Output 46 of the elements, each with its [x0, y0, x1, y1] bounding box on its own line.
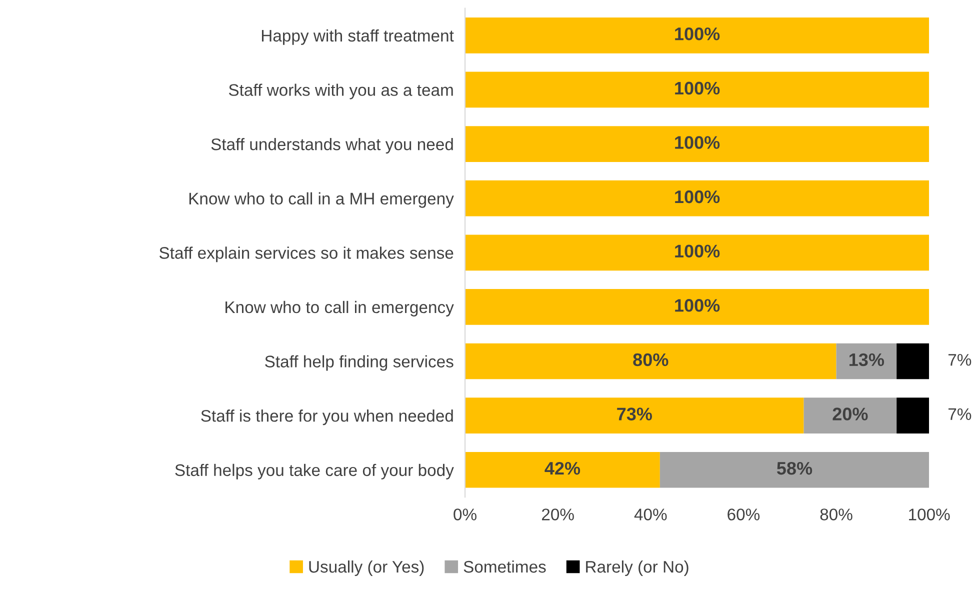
x-tick-label: 60% — [728, 508, 760, 520]
data-label: 100% — [675, 244, 720, 258]
bar — [896, 398, 930, 434]
data-label: 100% — [675, 190, 720, 204]
bar — [465, 18, 930, 54]
y-tick-label: Staff helps you take care of your body — [175, 464, 454, 480]
data-label: 80% — [633, 353, 668, 366]
x-tick-label: 0% — [454, 508, 476, 520]
bar — [465, 72, 930, 108]
y-tick-label: Staff help finding services — [265, 355, 454, 371]
data-label: 73% — [617, 408, 652, 420]
y-tick-label: Staff works with you as a team — [228, 84, 453, 100]
data-label: 58% — [776, 462, 812, 475]
data-label: 7% — [948, 354, 972, 366]
bar — [465, 343, 836, 380]
legend-label: Sometimes — [464, 560, 546, 573]
bar — [465, 126, 930, 162]
bar — [465, 398, 804, 434]
legend-label: Usually (or Yes) — [309, 560, 424, 576]
bar — [804, 398, 897, 434]
bar — [465, 234, 930, 271]
y-tick-label: Happy with staff treatment — [262, 29, 454, 45]
x-tick-label: 80% — [820, 508, 852, 520]
y-tick-label: Staff is there for you when needed — [201, 410, 453, 426]
bar — [836, 343, 897, 380]
y-tick-label: Know who to call in a MH emergeny — [189, 192, 454, 208]
bar — [465, 289, 930, 325]
x-tick-label: 40% — [634, 508, 667, 520]
data-label: 20% — [832, 408, 868, 420]
y-tick-label: Know who to call in emergency — [226, 300, 454, 316]
data-label: 100% — [675, 299, 720, 312]
legend-label: Rarely (or No) — [586, 560, 688, 576]
y-tick-label: Staff explain services so it makes sense — [159, 246, 454, 262]
y-tick-label: Staff understands what you need — [211, 138, 453, 154]
data-label: 100% — [675, 82, 720, 95]
data-label: 13% — [849, 353, 884, 366]
data-label: 100% — [675, 136, 720, 149]
bar — [465, 180, 930, 216]
data-label: 42% — [544, 462, 580, 475]
x-tick-label: 20% — [542, 508, 574, 520]
bar — [896, 343, 930, 380]
bar — [465, 452, 660, 488]
data-label: 7% — [948, 408, 972, 420]
x-tick-label: 100% — [909, 508, 950, 520]
bar — [660, 452, 930, 488]
data-label: 100% — [675, 27, 720, 40]
